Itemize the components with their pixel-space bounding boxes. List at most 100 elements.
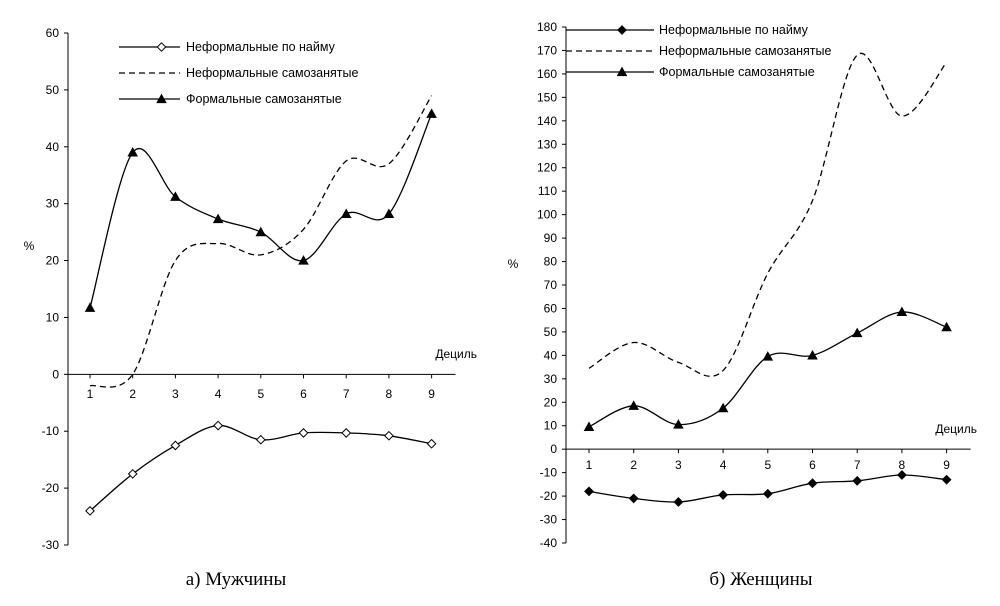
series-line-3	[588, 311, 947, 428]
legend-marker	[616, 66, 628, 77]
y-tick-label: -20	[540, 489, 558, 503]
y-tick-label: 40	[544, 348, 558, 362]
x-tick-label: 2	[129, 387, 136, 401]
y-tick-label: 50	[46, 83, 60, 97]
y-tick-label: 70	[544, 278, 558, 292]
data-point	[673, 419, 684, 429]
series-line-3	[89, 113, 433, 308]
y-tick-label: 80	[544, 255, 558, 269]
data-point	[807, 349, 818, 360]
chart-caption: б) Женщины	[709, 569, 812, 590]
data-point	[383, 430, 394, 441]
data-point	[170, 191, 181, 201]
chart-panel-women: -40 -30 -20 -10 0 10 20 30 40 50 60 70 80 90 100 110 120…	[508, 20, 977, 590]
legend-label: Неформальные по найму	[186, 40, 336, 54]
data-point	[851, 327, 863, 338]
x-tick-label: 6	[300, 387, 307, 401]
data-point	[170, 440, 181, 451]
y-tick-label: 10	[544, 419, 558, 433]
x-tick-label: 5	[257, 387, 264, 401]
y-tick-label: 60	[544, 301, 558, 315]
x-axis-label: Дециль	[935, 422, 977, 436]
legend-marker	[156, 42, 167, 52]
y-tick-label: 30	[46, 197, 60, 211]
legend-marker	[156, 93, 167, 104]
legend-marker	[617, 25, 627, 35]
y-tick-label: 20	[46, 254, 60, 268]
y-axis-label: %	[24, 239, 35, 253]
y-tick-label: -30	[540, 513, 558, 527]
data-point	[718, 490, 729, 500]
y-tick-label: -10	[540, 466, 558, 480]
legend-label: Неформальные самозанятые	[186, 66, 359, 80]
x-tick-label: 1	[87, 387, 94, 401]
legend-label: Неформальные самозанятые	[659, 44, 832, 58]
y-tick-label: 100	[537, 208, 557, 222]
y-tick-label: 30	[544, 372, 558, 386]
y-tick-label: -20	[42, 481, 60, 495]
data-point	[426, 438, 437, 449]
data-point	[673, 497, 684, 507]
data-point	[717, 402, 729, 413]
x-tick-label: 6	[809, 458, 816, 472]
x-tick-label: 8	[386, 387, 393, 401]
y-tick-label: 60	[46, 26, 60, 40]
data-point	[127, 147, 138, 157]
data-point	[807, 478, 818, 489]
data-point	[85, 505, 95, 516]
data-point	[341, 428, 352, 438]
y-tick-label: 120	[537, 161, 557, 175]
x-tick-label: 4	[720, 458, 727, 472]
y-tick-label: 110	[538, 184, 557, 198]
y-axis-label: %	[508, 257, 519, 271]
data-point	[340, 208, 352, 218]
y-tick-label: 20	[544, 395, 558, 409]
chart-panel-men: -30 -20 -10 0 10 20 30 40 50 60 1 2 3 4 5 6 7 8 9% Дециль Не…	[24, 26, 477, 590]
data-point	[762, 351, 774, 361]
y-tick-label: 130	[537, 137, 557, 151]
y-tick-label: 170	[537, 43, 557, 57]
x-tick-label: 7	[343, 387, 350, 401]
y-tick-label: -30	[42, 538, 60, 552]
y-tick-label: 0	[550, 442, 557, 456]
y-tick-label: 0	[52, 367, 59, 381]
x-tick-label: 4	[215, 387, 222, 401]
x-tick-label: 8	[899, 458, 906, 472]
x-tick-label: 2	[630, 458, 637, 472]
x-axis-label: Дециль	[435, 347, 477, 361]
data-point	[127, 468, 138, 479]
data-point	[298, 255, 309, 265]
x-tick-label: 7	[854, 458, 861, 472]
series-line-2	[588, 52, 948, 377]
y-tick-label: 160	[537, 67, 557, 81]
y-tick-label: 40	[46, 140, 60, 154]
x-tick-label: 9	[428, 387, 435, 401]
data-point	[583, 421, 595, 431]
data-point	[941, 321, 952, 332]
data-point	[212, 213, 224, 224]
data-point	[628, 400, 639, 410]
data-point	[84, 302, 96, 312]
series-line-2	[89, 95, 433, 388]
data-point	[255, 434, 266, 445]
data-point	[255, 226, 267, 237]
y-tick-label: 140	[537, 114, 557, 128]
x-tick-label: 3	[172, 387, 179, 401]
y-tick-label: -40	[540, 536, 558, 550]
chart-caption: а) Мужчины	[186, 569, 287, 590]
legend-label: Формальные самозанятые	[186, 92, 342, 106]
data-point	[941, 474, 952, 485]
legend-label: Неформальные по найму	[659, 23, 809, 37]
data-point	[896, 306, 908, 317]
x-tick-label: 9	[943, 458, 950, 472]
y-tick-label: 90	[544, 231, 558, 245]
data-point	[213, 420, 224, 431]
y-tick-label: 180	[537, 20, 557, 34]
data-point	[426, 108, 437, 118]
y-tick-label: 150	[537, 90, 557, 104]
data-point	[852, 475, 863, 486]
y-tick-label: 10	[46, 310, 60, 324]
data-point	[896, 470, 907, 480]
x-tick-label: 5	[764, 458, 771, 472]
y-tick-label: 50	[544, 325, 558, 339]
